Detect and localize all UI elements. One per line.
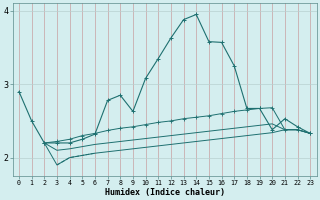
X-axis label: Humidex (Indice chaleur): Humidex (Indice chaleur): [105, 188, 225, 197]
